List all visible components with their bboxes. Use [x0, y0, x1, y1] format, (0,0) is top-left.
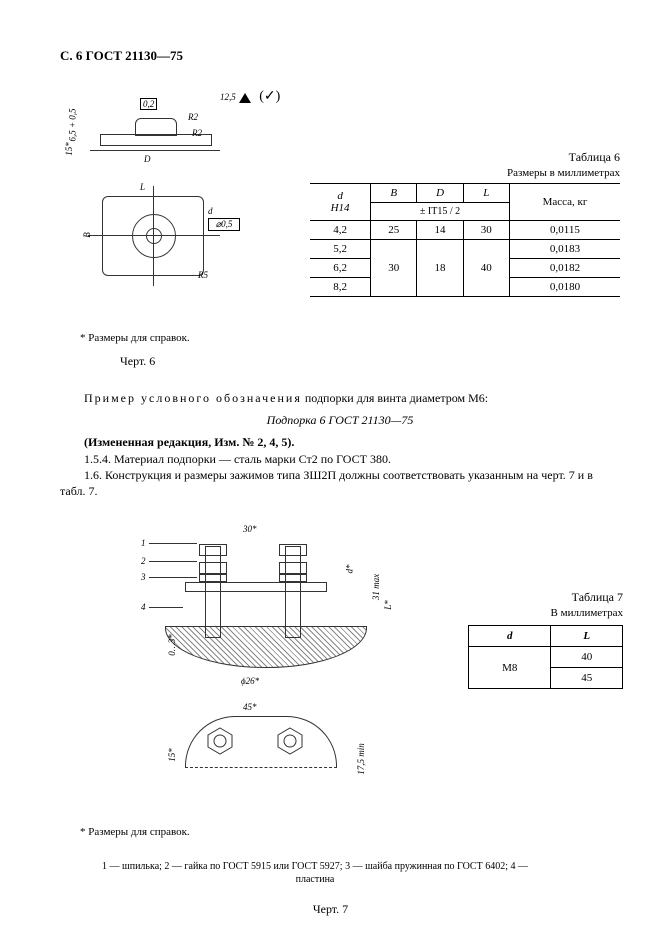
callout-3: 3: [141, 572, 146, 582]
table-7-grid: d L М8 40 45: [468, 625, 623, 689]
table-6-caption: Таблица 6: [310, 150, 620, 165]
table-6-grid: d Н14 B D L Масса, кг ± IT15 / 2 4,2 25 …: [310, 183, 620, 297]
callout-4: 4: [141, 602, 146, 612]
check-icon: (✓): [259, 88, 280, 105]
page-header: С. 6 ГОСТ 21130—75: [60, 48, 621, 64]
figure-7-diagram: 1 2 3 4 30* d* 31 max L* ϕ26* 0…3* 45* 1…: [145, 516, 405, 806]
dim7-phi26: ϕ26*: [241, 676, 259, 686]
table-7-caption: Таблица 7: [468, 590, 623, 605]
body-text: Пример условного обозначения подпорки дл…: [60, 390, 620, 499]
table-6-sub: Размеры в миллиметрах: [310, 167, 620, 179]
figure-6-label: Черт. 6: [120, 354, 155, 369]
roughness-value: 12,5: [220, 92, 236, 102]
dim-15: 15*: [64, 142, 74, 156]
dim7-175min: 17,5 min: [356, 743, 366, 775]
dim-L: L: [140, 182, 145, 192]
dim-r2a: R2: [188, 112, 198, 122]
dim-flat: 0,2: [140, 98, 157, 110]
changed-edition: (Измененная редакция, Изм. № 2, 4, 5).: [60, 434, 620, 450]
dim7-03: 0…3*: [167, 634, 177, 656]
dim-r2b: R2: [192, 128, 202, 138]
t6-h-B: B: [371, 184, 417, 203]
example-prefix: Пример условного обозначения: [84, 391, 302, 405]
hex-icon: [205, 726, 235, 756]
gd-phi: ⌀0,5: [208, 218, 240, 231]
dim-65: 6,5 + 0,5: [68, 108, 78, 141]
footnote-star-1: * Размеры для справок.: [80, 332, 190, 344]
t6-h-d: d Н14: [310, 184, 371, 221]
figure-6-diagram: 6,5 + 0,5 15* R2 R2 0,2 D L B ⌀0,5 R5 d: [80, 110, 230, 310]
figure-7-label: Черт. 7: [0, 902, 661, 917]
example-suffix: подпорки для винта диаметром М6:: [302, 391, 488, 405]
dim7-30: 30*: [243, 524, 257, 534]
hex-icon: [275, 726, 305, 756]
dim-R5: R5: [198, 270, 208, 280]
t6-h-L: L: [463, 184, 509, 203]
dim7-15b: 15*: [167, 748, 177, 762]
dim7-31max: 31 max: [371, 574, 381, 600]
dim-B: B: [82, 232, 92, 238]
t6-h-mass: Масса, кг: [509, 184, 620, 221]
table-7-sub: В миллиметрах: [468, 607, 623, 619]
dim7-45: 45*: [243, 702, 257, 712]
dim-phi-d: d: [208, 206, 213, 216]
t7-h-d: d: [469, 626, 551, 647]
t6-h-D: D: [417, 184, 463, 203]
example-designation: Подпорка 6 ГОСТ 21130—75: [60, 412, 620, 428]
table-row: 5,2 30 18 40 0,0183: [310, 240, 620, 259]
para-1-6: 1.6. Конструкция и размеры зажимов типа …: [60, 467, 620, 499]
table-row: М8 40: [469, 647, 623, 668]
dim7-d: d*: [345, 565, 355, 574]
t6-h-tol: ± IT15 / 2: [371, 203, 510, 221]
dim7-L: L*: [383, 600, 393, 610]
footnote-star-2: * Размеры для справок.: [80, 826, 190, 838]
para-1-5-4: 1.5.4. Материал подпорки — сталь марки С…: [60, 451, 620, 467]
triangle-icon: [239, 93, 251, 103]
t7-h-L: L: [551, 626, 623, 647]
figure-7-legend: 1 — шпилька; 2 — гайка по ГОСТ 5915 или …: [100, 860, 530, 886]
dim-D: D: [144, 154, 151, 164]
roughness-symbol: 12,5 (✓): [220, 88, 280, 105]
table-7: Таблица 7 В миллиметрах d L М8 40 45: [468, 590, 623, 689]
callout-1: 1: [141, 538, 146, 548]
callout-2: 2: [141, 556, 146, 566]
table-6: Таблица 6 Размеры в миллиметрах d Н14 B …: [310, 150, 620, 297]
table-row: 4,2 25 14 30 0,0115: [310, 221, 620, 240]
